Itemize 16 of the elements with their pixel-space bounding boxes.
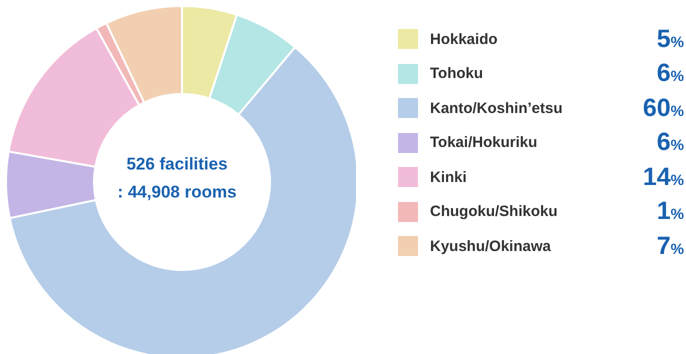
data-label: 5% (656, 24, 684, 53)
data-label: 14% (642, 162, 684, 191)
data-label: 7% (656, 232, 684, 260)
data-label: 6% (656, 59, 684, 88)
legend-label: Chugoku/Shikoku (430, 203, 558, 220)
legend-label: Kanto/Koshin’etsu (430, 100, 564, 117)
text: : 44,908 rooms (117, 182, 237, 202)
legend-label: Kyushu/Okinawa (430, 238, 552, 255)
legend-label: Tohoku (430, 65, 484, 82)
legend-label: Kinki (430, 168, 468, 186)
legend-label: Hokkaido (430, 30, 499, 48)
data-label: 6% (656, 128, 684, 156)
text: 526 facilities (126, 154, 228, 174)
legend-label: Tokai/Hokuriku (430, 134, 538, 152)
data-label: 1% (656, 197, 684, 226)
data-label: 60% (642, 94, 684, 122)
